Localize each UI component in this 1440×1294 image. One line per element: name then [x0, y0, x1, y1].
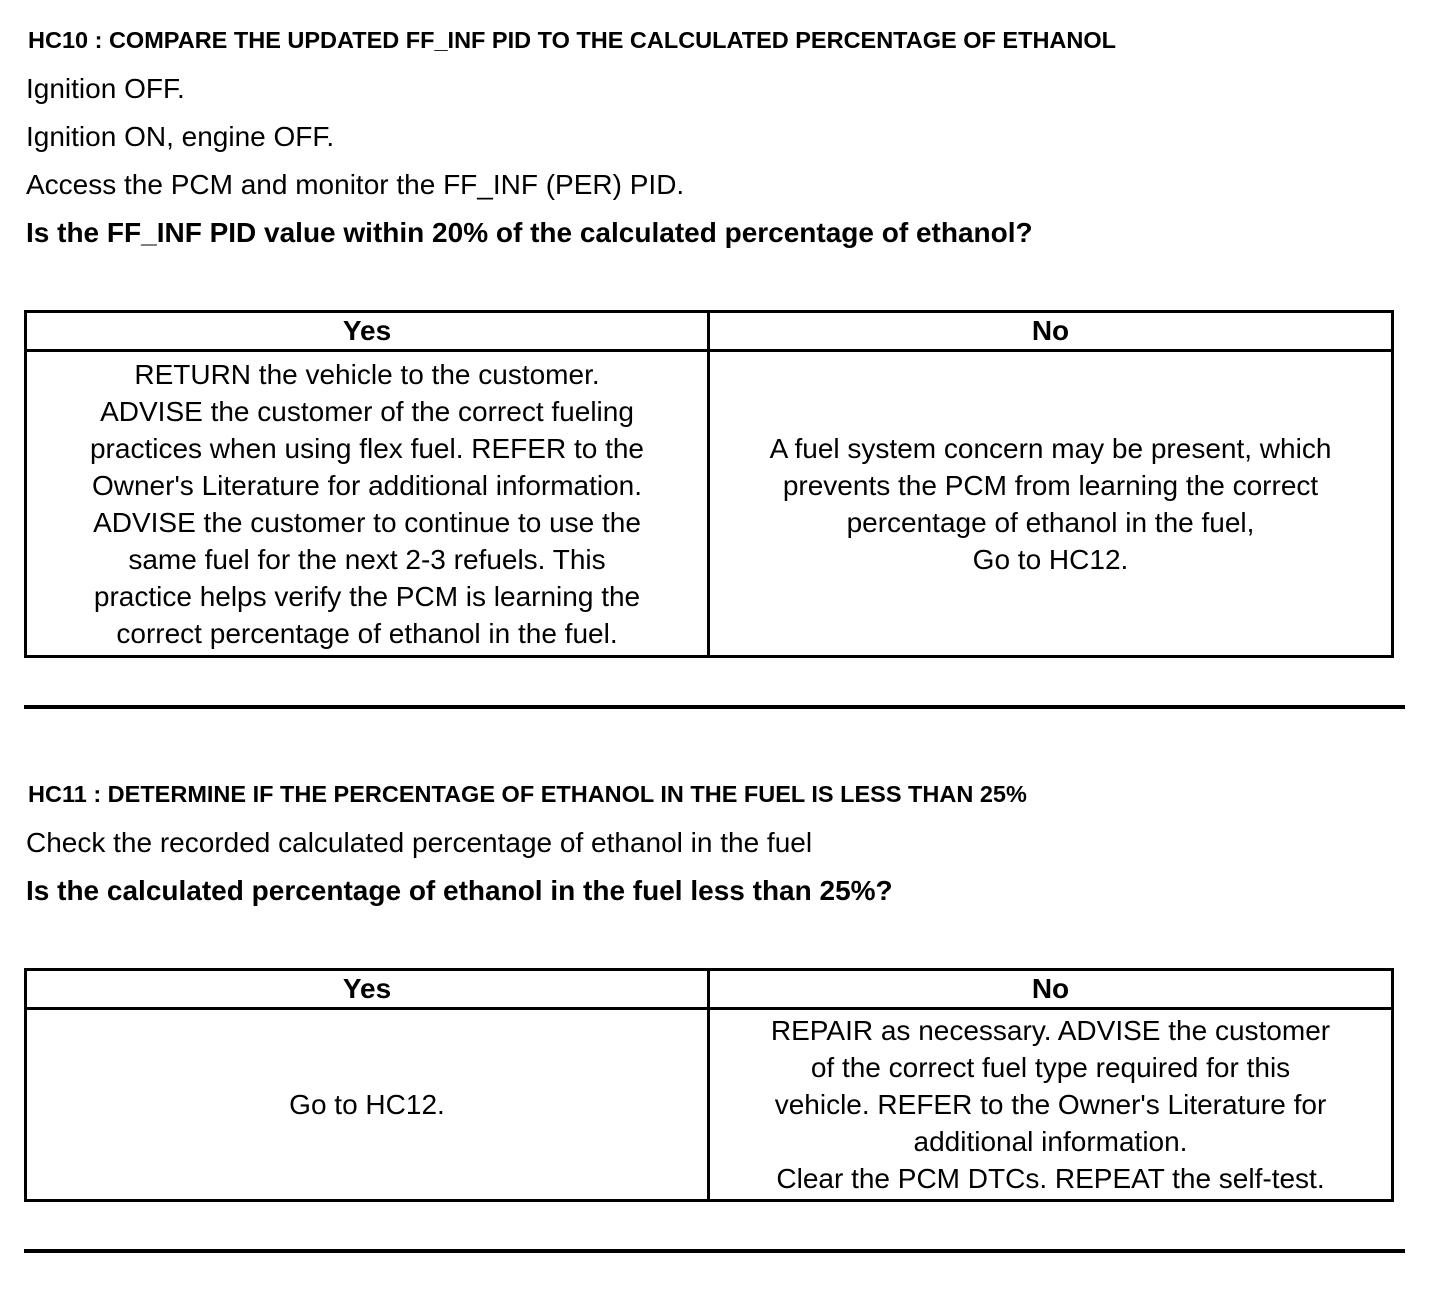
hc10-step-1: Ignition OFF. [26, 73, 185, 104]
yes-line: Owner's Literature for additional inform… [91, 469, 643, 501]
hc10-result-table: Yes No RETURN the vehicle to the custome… [24, 310, 1394, 658]
hc10-heading: HC10 : COMPARE THE UPDATED FF_INF PID TO… [28, 27, 1116, 53]
no-header: No [707, 968, 1394, 1010]
hc11-heading: HC11 : DETERMINE IF THE PERCENTAGE OF ET… [28, 781, 1027, 807]
hc11-step-1: Check the recorded calculated percentage… [26, 827, 813, 858]
yes-line: ADVISE the customer of the correct fueli… [100, 395, 634, 427]
yes-line: Go to HC12. [289, 1089, 445, 1120]
yes-header: Yes [24, 968, 710, 1010]
section-divider [24, 1249, 1405, 1253]
yes-cell: RETURN the vehicle to the customer. ADVI… [24, 349, 710, 658]
no-line: A fuel system concern may be present, wh… [769, 432, 1332, 464]
no-line: of the correct fuel type required for th… [810, 1052, 1291, 1083]
yes-line: ADVISE the customer to continue to use t… [93, 506, 641, 538]
no-line: Clear the PCM DTCs. REPEAT the self-test… [776, 1163, 1325, 1194]
yes-line: practices when using flex fuel. REFER to… [89, 432, 645, 464]
yes-line: correct percentage of ethanol in the fue… [116, 617, 618, 649]
yes-header: Yes [24, 310, 710, 352]
no-line: percentage of ethanol in the fuel, [846, 506, 1255, 538]
no-line: additional information. [913, 1126, 1188, 1157]
hc10-step-3: Access the PCM and monitor the FF_INF (P… [26, 169, 685, 200]
hc10-step-2: Ignition ON, engine OFF. [26, 121, 335, 152]
section-divider [24, 705, 1405, 709]
hc11-question: Is the calculated percentage of ethanol … [26, 875, 893, 906]
hc11-result-table: Yes No Go to HC12. REPAIR as necessary. … [24, 968, 1394, 1202]
yes-line: same fuel for the next 2-3 refuels. This [128, 543, 606, 575]
yes-line: practice helps verify the PCM is learnin… [93, 580, 641, 612]
no-line: vehicle. REFER to the Owner's Literature… [774, 1089, 1327, 1120]
no-line: REPAIR as necessary. ADVISE the customer [770, 1015, 1331, 1046]
no-cell: A fuel system concern may be present, wh… [707, 349, 1394, 658]
hc10-question: Is the FF_INF PID value within 20% of th… [26, 217, 1033, 248]
no-cell: REPAIR as necessary. ADVISE the customer… [707, 1007, 1394, 1202]
no-line: Go to HC12. [972, 543, 1129, 575]
no-line: prevents the PCM from learning the corre… [782, 469, 1319, 501]
yes-cell: Go to HC12. [24, 1007, 710, 1202]
yes-line: RETURN the vehicle to the customer. [134, 358, 600, 390]
no-header: No [707, 310, 1394, 352]
